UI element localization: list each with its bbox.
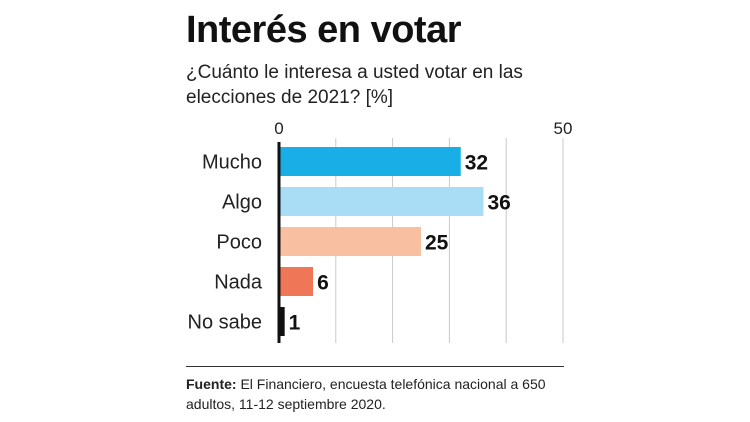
- bar: [279, 307, 285, 336]
- x-tick-label: 50: [554, 119, 573, 138]
- value-label: 1: [289, 312, 301, 335]
- value-label: 25: [425, 232, 449, 255]
- source-note: Fuente: El Financiero, encuesta telefóni…: [186, 374, 566, 414]
- bar: [279, 187, 484, 216]
- chart-title: Interés en votar: [186, 9, 462, 51]
- value-label: 36: [487, 192, 510, 215]
- category-label: Mucho: [202, 152, 262, 174]
- chart-subtitle: ¿Cuánto le interesa a usted votar en las…: [186, 62, 523, 108]
- category-label: Poco: [216, 232, 262, 254]
- source-text: El Financiero, encuesta telefónica nacio…: [186, 376, 546, 412]
- bar: [279, 147, 461, 176]
- source-label: Fuente:: [186, 376, 237, 392]
- x-tick-label: 0: [274, 119, 283, 138]
- source-divider: [186, 366, 564, 367]
- value-label: 32: [465, 152, 488, 175]
- bar: [279, 227, 421, 256]
- category-label: Nada: [214, 272, 263, 294]
- category-label: Algo: [222, 192, 262, 214]
- category-label: No sabe: [188, 312, 263, 334]
- bar-chart: 0 50 Mucho 32 Algo 36 Poco 25 Nada 6 No sabe 1: [188, 119, 573, 343]
- value-label: 6: [317, 272, 329, 295]
- bar: [279, 267, 314, 296]
